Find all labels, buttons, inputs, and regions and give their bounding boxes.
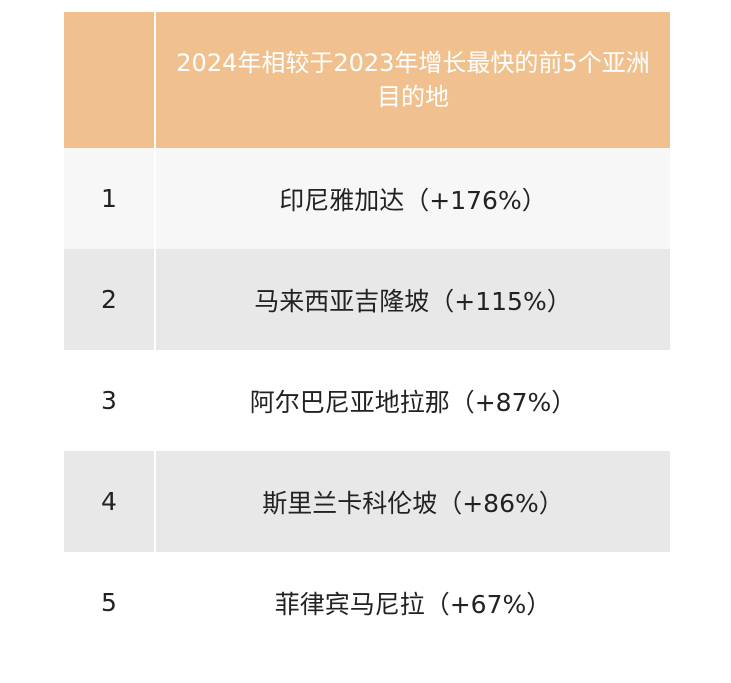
- rank-cell: 3: [64, 350, 156, 451]
- table-header: 2024年相较于2023年增长最快的前5个亚洲目的地: [64, 12, 670, 148]
- rank-cell: 1: [64, 148, 156, 249]
- table-row: 4 斯里兰卡科伦坡（+86%）: [64, 451, 670, 552]
- destination-cell: 斯里兰卡科伦坡（+86%）: [262, 488, 564, 518]
- destination-cell: 菲律宾马尼拉（+67%）: [274, 589, 552, 619]
- rank-cell: 5: [64, 552, 156, 653]
- rank-cell: 4: [64, 451, 156, 552]
- table-row: 5 菲律宾马尼拉（+67%）: [64, 552, 670, 653]
- table-row: 3 阿尔巴尼亚地拉那（+87%）: [64, 350, 670, 451]
- table-row: 2 马来西亚吉隆坡（+115%）: [64, 249, 670, 350]
- header-rank-cell: [64, 12, 156, 148]
- destination-cell: 马来西亚吉隆坡（+115%）: [254, 286, 572, 316]
- header-title: 2024年相较于2023年增长最快的前5个亚洲目的地: [176, 49, 650, 111]
- destination-cell: 印尼雅加达（+176%）: [279, 185, 547, 215]
- table-row: 1 印尼雅加达（+176%）: [64, 148, 670, 249]
- rank-cell: 2: [64, 249, 156, 350]
- destination-cell: 阿尔巴尼亚地拉那（+87%）: [249, 387, 577, 417]
- ranking-table: 2024年相较于2023年增长最快的前5个亚洲目的地 1 印尼雅加达（+176%…: [64, 12, 670, 653]
